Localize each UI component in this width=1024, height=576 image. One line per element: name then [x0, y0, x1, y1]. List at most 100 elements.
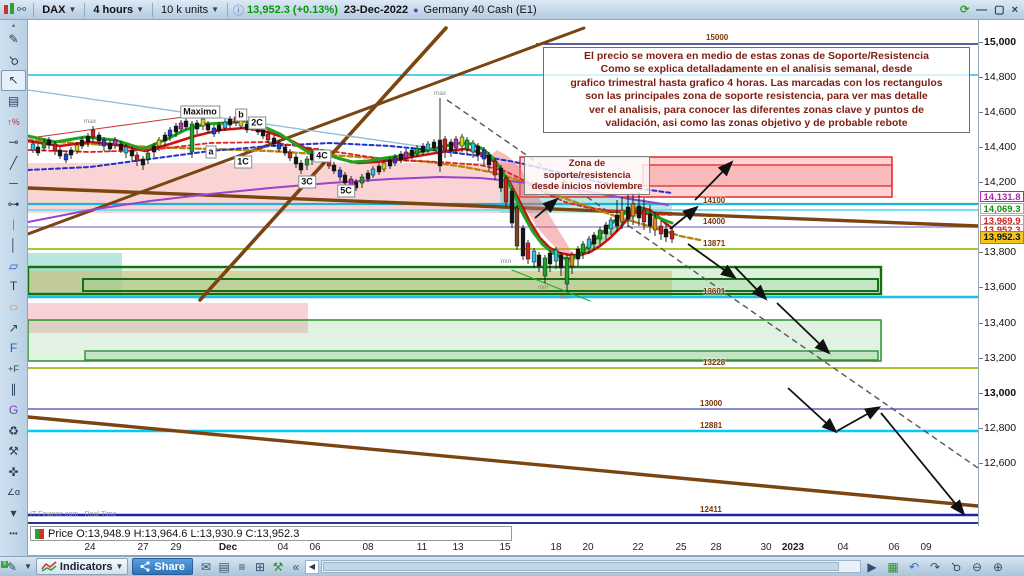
- candlestick-style-icon[interactable]: [3, 3, 15, 16]
- instrument-selector[interactable]: DAX ▼: [39, 4, 79, 16]
- restore-button[interactable]: ▢: [994, 4, 1005, 16]
- fib-projection-icon[interactable]: +F: [8, 363, 19, 374]
- candle-body: [586, 238, 592, 249]
- info-icon[interactable]: ⓘ: [233, 4, 245, 17]
- more-icon[interactable]: •••: [9, 529, 18, 539]
- link-charts-icon[interactable]: ⚯: [17, 4, 27, 16]
- share-button[interactable]: Share: [132, 558, 193, 575]
- move-icon[interactable]: ✜: [8, 464, 19, 479]
- chat-icon[interactable]: ✉: [200, 559, 212, 574]
- projection-dashed-line[interactable]: [446, 99, 978, 469]
- sync-icon[interactable]: ⟳: [959, 4, 970, 16]
- brown-trend-bottom-down[interactable]: [28, 415, 978, 508]
- instrument-label: DAX: [42, 3, 66, 16]
- scrollbar-thumb[interactable]: [323, 562, 840, 571]
- pencil-icon[interactable]: ✎: [8, 32, 19, 47]
- wave-label-1C[interactable]: 1C: [234, 155, 252, 169]
- percent-change-icon[interactable]: ↑%: [7, 116, 20, 127]
- brown-trend-gentle-up[interactable]: [28, 26, 586, 236]
- wave-label-5C[interactable]: 5C: [337, 184, 355, 198]
- arrow-down-6[interactable]: [880, 412, 966, 516]
- arrow-to-14100[interactable]: [669, 205, 699, 230]
- candle-body: [614, 214, 620, 227]
- time-scrollbar[interactable]: [321, 560, 861, 573]
- vertical-segment-icon[interactable]: ᛁ: [9, 217, 18, 232]
- price-tick-13,400: 13,400: [979, 317, 1016, 329]
- tools-icon[interactable]: ⚒: [8, 444, 19, 459]
- wave-label-2C[interactable]: 2C: [248, 116, 266, 130]
- collapse-down-icon[interactable]: ▾: [10, 505, 17, 520]
- support-zone2-inner[interactable]: [84, 350, 879, 361]
- price-axis[interactable]: 15,000 14,800 14,600 14,400 14,200 13,800 13,6…: [978, 20, 1024, 526]
- trash-icon[interactable]: ♻: [8, 423, 19, 438]
- arrow-retest[interactable]: [534, 197, 559, 219]
- drawings-list-button[interactable]: ✎ 9: [0, 560, 24, 574]
- zoom-in-icon[interactable]: ⊕: [992, 559, 1004, 574]
- level-tag-14000: 14000: [703, 217, 726, 226]
- angle-icon[interactable]: ∠α: [6, 486, 21, 497]
- text-icon[interactable]: T: [9, 279, 18, 294]
- polygon-icon[interactable]: ▱: [8, 258, 19, 273]
- news-icon[interactable]: ▤: [218, 559, 230, 574]
- wave-label-4C[interactable]: 4C: [313, 149, 331, 163]
- zone-label-box[interactable]: Zona de soporte/resistencia desde inicio…: [524, 156, 650, 195]
- horizontal-line-icon[interactable]: ─: [9, 176, 18, 191]
- wave-label-3C[interactable]: 3C: [298, 175, 316, 189]
- wave-label-b[interactable]: b: [235, 108, 247, 122]
- segment-icon[interactable]: ⊸: [8, 135, 19, 150]
- red-minor-trend[interactable]: [29, 113, 206, 139]
- support-zone1-inner[interactable]: [82, 278, 879, 292]
- arrow-to-resistance[interactable]: [694, 160, 734, 201]
- backtest-icon[interactable]: ⚒: [272, 559, 284, 574]
- cursor-icon[interactable]: ↖: [1, 70, 26, 91]
- ruler-icon[interactable]: ▤: [7, 94, 20, 109]
- chart-plot-area[interactable]: 1500014614141001400013871136011322813000…: [28, 20, 978, 524]
- candle-body: [498, 167, 504, 189]
- brown-trend-mid-down[interactable]: [28, 186, 978, 228]
- arrow-up-5[interactable]: [836, 406, 882, 432]
- arrow-down-1[interactable]: [687, 243, 737, 280]
- scroll-left-button[interactable]: ◀: [305, 559, 319, 574]
- arrow-down-4[interactable]: [787, 387, 838, 434]
- resistance-zone-inner[interactable]: [642, 164, 893, 187]
- vertical-line-icon[interactable]: │: [9, 238, 18, 253]
- zoom-out-icon[interactable]: ⊖: [971, 559, 983, 574]
- channel-icon[interactable]: ∥: [10, 382, 17, 397]
- analysis-note-box[interactable]: El precio se movera en medio de estas zo…: [543, 47, 970, 134]
- units-label: 10 k units: [161, 3, 209, 16]
- calendar-icon[interactable]: ▦: [887, 559, 899, 574]
- units-selector[interactable]: 10 k units ▼: [158, 4, 222, 16]
- ellipse-icon[interactable]: ○: [8, 300, 19, 315]
- undo-icon[interactable]: ↶: [908, 559, 920, 574]
- collapse-left-icon[interactable]: «: [292, 559, 300, 574]
- timeframe-selector[interactable]: 4 hours ▼: [90, 4, 147, 16]
- chevron-down-icon[interactable]: ▼: [24, 562, 32, 571]
- wave-label-a[interactable]: a: [205, 145, 217, 159]
- scroll-right-icon[interactable]: ▶: [867, 559, 877, 574]
- arrow-down-2[interactable]: [734, 266, 768, 301]
- popup-chart-icon[interactable]: ⊞: [254, 559, 266, 574]
- wave-label-Maximo[interactable]: Maximo: [180, 105, 220, 119]
- fib-retracement-icon[interactable]: F: [9, 341, 18, 356]
- candle-body: [167, 129, 173, 137]
- minimize-button[interactable]: —: [976, 3, 988, 16]
- time-tick-2023: 2023: [781, 542, 805, 553]
- trendline-icon[interactable]: ╱: [9, 155, 18, 170]
- zoom-fit-icon[interactable]: ⚲: [947, 558, 965, 575]
- time-axis[interactable]: 24 27 29 Dec 04 06 08 11 13 15 18 20 22 25 28 30 2023 04 0…: [28, 541, 1024, 556]
- arrow-icon[interactable]: ↗: [8, 320, 19, 335]
- candle-body: [194, 122, 200, 130]
- green-support-trend[interactable]: [511, 269, 591, 302]
- salmon-band-left[interactable]: [28, 303, 308, 333]
- collapse-up-icon[interactable]: ▴: [11, 21, 16, 29]
- indicators-button[interactable]: Indicators ▼: [35, 558, 129, 575]
- horizontal-segment-icon[interactable]: ⊶: [7, 197, 20, 212]
- fan-icon[interactable]: G: [8, 402, 19, 417]
- redo-icon[interactable]: ↷: [929, 559, 941, 574]
- support-zone2-outer[interactable]: [28, 319, 882, 362]
- candle-body: [403, 151, 409, 159]
- close-button[interactable]: ×: [1011, 3, 1018, 16]
- arrow-down-3[interactable]: [776, 302, 831, 355]
- depth-icon[interactable]: ≡: [238, 559, 246, 574]
